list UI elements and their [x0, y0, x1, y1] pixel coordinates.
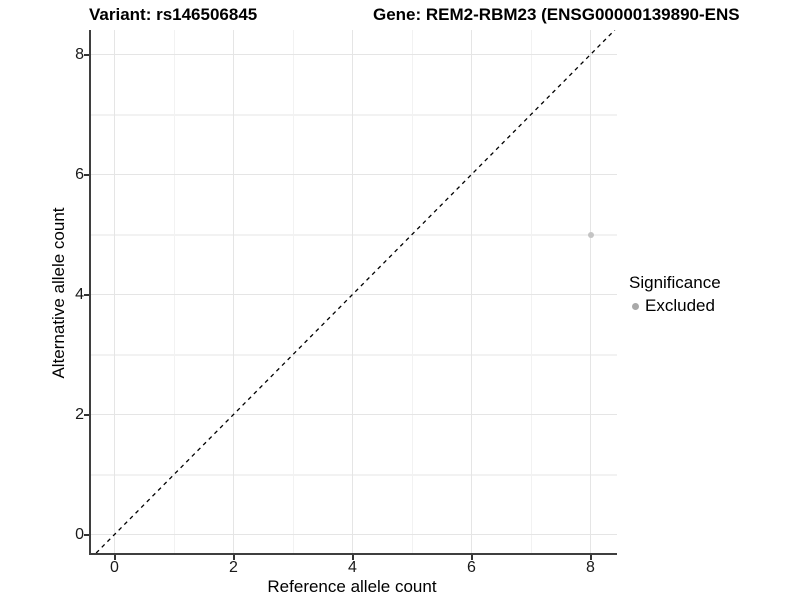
plot-title-gene: Gene: REM2-RBM23 (ENSG00000139890-ENS	[373, 5, 740, 24]
gridline-x-minor	[411, 30, 413, 553]
y-tick-label: 0	[75, 525, 84, 543]
gridline-y-major	[91, 533, 617, 536]
y-tick-label: 8	[75, 45, 84, 63]
plot-title-variant: Variant: rs146506845	[89, 5, 258, 24]
gridline-y-major	[91, 53, 617, 56]
gridline-y-minor	[91, 234, 617, 236]
gridline-x-major	[470, 30, 473, 553]
x-tick-label: 2	[229, 559, 238, 576]
gridline-x-minor	[292, 30, 294, 553]
y-tick-mark	[84, 173, 89, 176]
x-tick-label: 0	[110, 559, 119, 576]
legend-title: Significance	[629, 273, 721, 292]
gridline-x-major	[589, 30, 592, 553]
gridline-y-major	[91, 413, 617, 416]
legend-entry-label: Excluded	[645, 296, 715, 315]
gridline-y-minor	[91, 114, 617, 116]
gridline-y-major	[91, 173, 617, 176]
legend-point-icon	[632, 302, 639, 310]
y-tick-mark	[84, 533, 89, 536]
plot-panel	[89, 30, 617, 555]
gridline-y-major	[91, 293, 617, 296]
legend-entry-excluded: Excluded	[629, 296, 721, 316]
x-tick-label: 6	[467, 559, 476, 576]
x-tick-mark	[351, 555, 354, 560]
gridline-x-minor	[173, 30, 175, 553]
x-tick-label: 8	[586, 559, 595, 576]
gridline-x-major	[232, 30, 235, 553]
x-tick-mark	[589, 555, 592, 560]
gridline-y-minor	[91, 474, 617, 476]
y-tick-mark	[84, 53, 89, 56]
x-tick-label: 4	[348, 559, 357, 576]
y-tick-mark	[84, 413, 89, 416]
x-tick-mark	[113, 555, 116, 560]
gridline-x-major	[113, 30, 116, 553]
gridline-x-minor	[530, 30, 532, 553]
legend: Significance Excluded	[629, 273, 721, 316]
x-tick-mark	[232, 555, 235, 560]
y-tick-label: 4	[75, 285, 84, 303]
gridline-y-minor	[91, 354, 617, 356]
x-tick-mark	[470, 555, 473, 560]
y-tick-label: 2	[75, 405, 84, 423]
y-tick-mark	[84, 293, 89, 296]
x-axis-title: Reference allele count	[267, 577, 437, 596]
data-point	[587, 231, 594, 238]
gridline-x-major	[351, 30, 354, 553]
identity-dashed-line	[95, 30, 616, 553]
y-tick-label: 6	[75, 165, 84, 183]
